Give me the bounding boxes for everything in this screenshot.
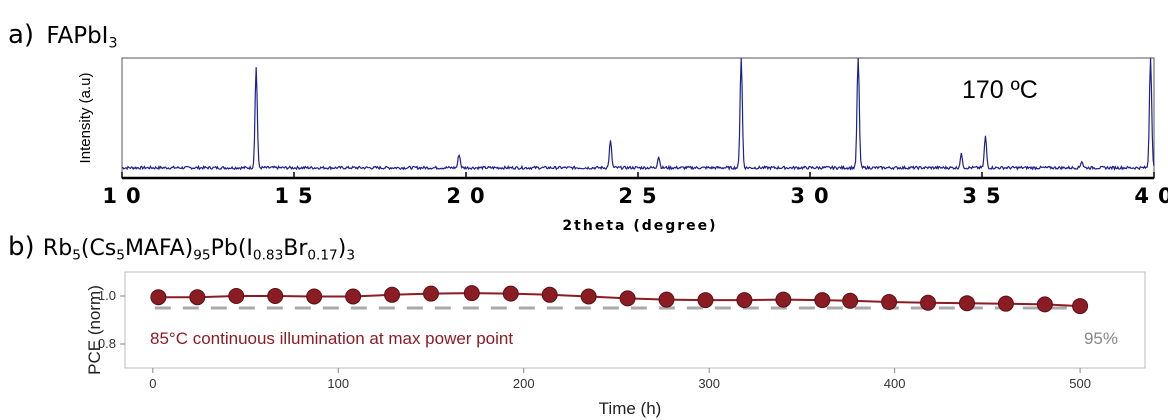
pce-data-point [189,289,206,306]
pce-annotation: 85°C continuous illumination at max powe… [150,329,513,348]
xrd-annotation: 170 ºC [962,76,1038,104]
pce-data-point [228,288,245,304]
pce-x-tick-label: 500 [1069,376,1091,391]
pce-data-point [267,288,284,304]
pce-data-point [658,291,675,308]
panel-b-letter: b) [8,232,35,262]
pce-data-point [697,292,714,309]
panel-b-label: b) Rb5(Cs5MAFA)95Pb(I0.83Br0.17)3 [8,232,355,262]
pce-data-point [463,285,480,302]
xrd-x-tick-label: 40 [1134,184,1168,208]
xrd-x-axis-label: 2theta (degree) [562,218,717,234]
pce-data-point [881,294,898,310]
formula-text: (Cs [80,236,117,261]
panel-a-formula: FAPbI3 [46,23,118,52]
pce-data-point [502,285,519,302]
pce-y-tick-label: 0.8 [98,336,116,351]
pce-data-point [580,288,597,305]
pce-x-tick-label: 300 [698,376,720,391]
pce-data-point [1072,298,1089,315]
pce-x-tick-label: 400 [884,376,906,391]
xrd-x-tick-label: 10 [102,184,149,208]
pce-data-point [736,292,753,309]
xrd-x-tick-label: 30 [790,184,837,208]
pce-data-point [306,288,323,305]
pce-data-point [920,294,937,311]
pce-data-point [842,292,859,309]
pce-data-point [814,292,831,309]
formula-subscript: 3 [346,247,355,264]
panel-b-formula: Rb5(Cs5MAFA)95Pb(I0.83Br0.17)3 [42,236,355,264]
xrd-x-tick-label: 20 [446,184,493,208]
formula-subscript: 5 [72,247,81,264]
formula-text: ) [337,236,347,261]
xrd-x-tick-label: 35 [962,184,1009,208]
xrd-y-axis-label: Intensity (a.u) [77,73,94,164]
pce-data-point [619,290,636,307]
pce-x-tick-label: 200 [513,376,535,391]
pce-plot-frame [124,271,1146,369]
formula-text: Br [283,236,308,261]
formula-subscript: 5 [116,247,125,264]
pce-reference-label: 95% [1084,329,1118,348]
panel-a-label: a) FAPbI3 [8,20,118,52]
pce-data-point [1036,296,1053,313]
formula-text: Pb(I [210,236,253,261]
xrd-x-tick-label: 25 [618,184,665,208]
pce-y-tick-label: 1.0 [98,288,116,303]
xrd-chart: 10 15 20 25 30 35 40 170 ºC Intensity (a.u) 2t… [77,57,1168,234]
pce-x-tick-label: 0 [149,376,156,391]
xrd-series-line [121,57,1155,171]
pce-y-axis-label: PCE (norm) [85,285,104,375]
formula-text: Rb [42,236,73,261]
pce-data-point [345,288,362,305]
pce-data-point [958,295,975,312]
xrd-x-tick-label: 15 [274,184,321,208]
formula-subscript: 0.17 [307,247,338,264]
formula-subscript: 0.83 [252,247,284,264]
pce-series-line [158,292,1081,308]
panel-a-letter: a) [8,20,35,50]
pce-data-point [997,295,1014,312]
pce-data-point [541,286,558,303]
formula-text: MAFA) [124,236,194,261]
formula-subscript: 95 [193,247,211,264]
pce-data-point [150,289,167,306]
pce-data-point [423,285,439,302]
pce-data-point [384,286,401,303]
formula-text: FAPbI [46,23,109,49]
pce-x-axis-label: Time (h) [599,399,662,418]
formula-subscript: 3 [108,35,118,52]
pce-data-point [775,291,792,308]
pce-x-tick-label: 100 [327,376,349,391]
